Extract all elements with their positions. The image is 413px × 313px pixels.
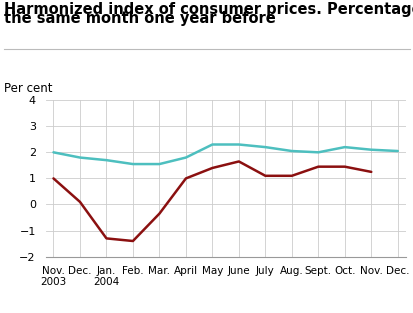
Norway	[315, 165, 320, 169]
EEA	[368, 148, 373, 151]
Norway	[104, 237, 109, 240]
Norway	[130, 239, 135, 243]
Line: EEA: EEA	[53, 145, 397, 164]
Norway	[236, 160, 241, 163]
Norway	[157, 212, 161, 215]
Norway	[289, 174, 294, 178]
Norway	[209, 166, 214, 170]
Norway	[342, 165, 347, 169]
Text: the same month one year before: the same month one year before	[4, 11, 275, 26]
EEA	[289, 149, 294, 153]
EEA	[104, 158, 109, 162]
Legend: EEA, Norway: EEA, Norway	[139, 310, 311, 313]
Norway	[368, 170, 373, 174]
Text: Harmonized index of consumer prices. Percentage change from: Harmonized index of consumer prices. Per…	[4, 2, 413, 17]
EEA	[157, 162, 161, 166]
Norway	[51, 177, 56, 180]
EEA	[342, 145, 347, 149]
EEA	[209, 143, 214, 146]
EEA	[77, 156, 82, 159]
EEA	[51, 151, 56, 154]
Norway	[262, 174, 267, 178]
EEA	[315, 151, 320, 154]
EEA	[183, 156, 188, 159]
EEA	[262, 145, 267, 149]
Norway	[183, 177, 188, 180]
Norway	[77, 200, 82, 204]
EEA	[130, 162, 135, 166]
Line: Norway: Norway	[53, 162, 370, 241]
EEA	[394, 149, 399, 153]
Text: Per cent: Per cent	[4, 82, 52, 95]
EEA	[236, 143, 241, 146]
